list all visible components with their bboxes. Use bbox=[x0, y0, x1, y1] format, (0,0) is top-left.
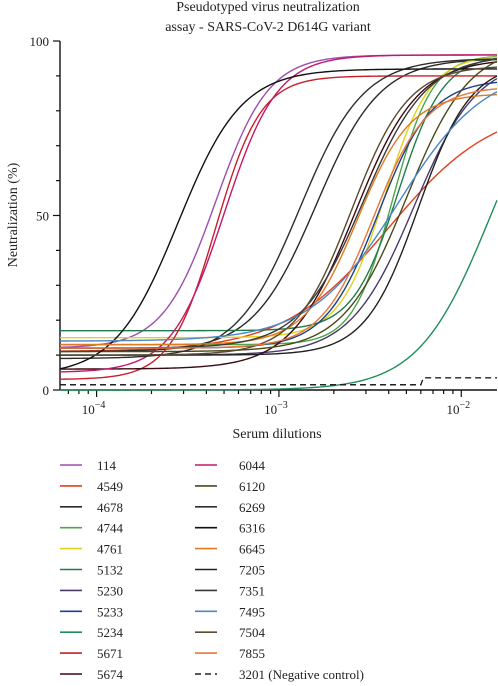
legend-label-6316: 6316 bbox=[239, 521, 266, 536]
legend-label-4678: 4678 bbox=[97, 500, 123, 515]
x-tick-label: 10−4 bbox=[82, 400, 106, 417]
curve-6269 bbox=[59, 58, 498, 360]
curve-6316 bbox=[59, 68, 497, 370]
curve-114 bbox=[59, 54, 497, 349]
legend-label-7855: 7855 bbox=[239, 646, 265, 661]
legend-label-4744: 4744 bbox=[97, 521, 124, 536]
curve-7205 bbox=[60, 75, 498, 356]
curve-5132 bbox=[60, 57, 498, 332]
legend: 114 4549 4678 4744 4761 5132 5230 5233 5234 5671 5… bbox=[60, 458, 364, 682]
curve-4744 bbox=[60, 55, 498, 346]
curves bbox=[59, 54, 498, 391]
legend-label-7504: 7504 bbox=[239, 625, 266, 640]
legend-label-5234: 5234 bbox=[97, 625, 124, 640]
chart-title-line-2: assay - SARS-CoV-2 D614G variant bbox=[165, 20, 371, 35]
legend-label-6120: 6120 bbox=[239, 479, 265, 494]
curve-5674 bbox=[60, 61, 498, 370]
curve-negative-control bbox=[60, 377, 497, 386]
curve-4549 bbox=[59, 131, 498, 352]
legend-label-6645: 6645 bbox=[239, 542, 265, 557]
y-tick-label: 100 bbox=[30, 34, 50, 49]
legend-label-negative-control: 3201 (Negative control) bbox=[239, 667, 364, 682]
curve-6120 bbox=[60, 60, 498, 353]
legend-label-4549: 4549 bbox=[97, 479, 123, 494]
curve-7855 bbox=[60, 88, 498, 349]
curve-7351 bbox=[60, 58, 498, 349]
legend-label-7495: 7495 bbox=[239, 604, 265, 619]
legend-label-6044: 6044 bbox=[239, 458, 266, 473]
chart-title: Pseudotyped virus neutralization assay -… bbox=[165, 0, 371, 35]
legend-label-7205: 7205 bbox=[239, 563, 265, 578]
y-tick-label: 50 bbox=[36, 209, 49, 224]
y-axis-title: Neutralization (%) bbox=[6, 162, 21, 267]
curve-6044 bbox=[59, 54, 497, 373]
y-tick-label: 0 bbox=[43, 383, 50, 398]
curve-7504 bbox=[60, 66, 498, 356]
curve-5233 bbox=[60, 81, 498, 349]
curve-4761 bbox=[60, 56, 498, 339]
curve-5230 bbox=[60, 77, 498, 356]
x-tick-label: 10−3 bbox=[264, 400, 288, 417]
axes: 0 50 100 10−4 10−3 10−2 bbox=[30, 34, 497, 417]
legend-label-7351: 7351 bbox=[239, 583, 265, 598]
x-tick-label: 10−2 bbox=[446, 400, 470, 417]
legend-label-5230: 5230 bbox=[97, 583, 123, 598]
legend-label-5674: 5674 bbox=[97, 667, 124, 682]
chart-title-line-1: Pseudotyped virus neutralization bbox=[176, 0, 360, 15]
x-axis-title: Serum dilutions bbox=[232, 427, 321, 442]
legend-label-114: 114 bbox=[97, 458, 117, 473]
legend-label-4761: 4761 bbox=[97, 542, 123, 557]
curve-7495 bbox=[60, 91, 498, 342]
legend-label-6269: 6269 bbox=[239, 500, 265, 515]
curve-5671 bbox=[59, 75, 497, 380]
curve-6645 bbox=[60, 93, 498, 346]
curve-4678 bbox=[59, 58, 498, 353]
curve-5234 bbox=[60, 200, 498, 391]
legend-label-5233: 5233 bbox=[97, 604, 123, 619]
legend-label-5132: 5132 bbox=[97, 563, 123, 578]
legend-label-5671: 5671 bbox=[97, 646, 123, 661]
